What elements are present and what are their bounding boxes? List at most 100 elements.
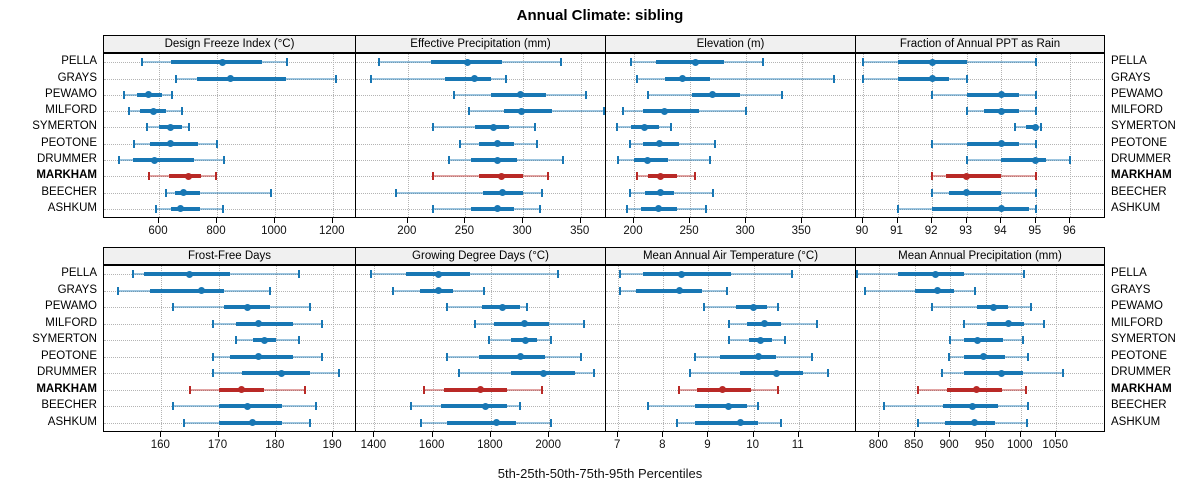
gridline-horizontal [606,373,854,375]
x-tick-label: 1000 [1007,439,1033,451]
whisker-cap [420,418,422,427]
panel-mean-annual-precipitation-mm [855,265,1105,432]
gridline-vertical [862,54,864,217]
x-tick-label: 90 [855,225,869,237]
median-dot [493,419,501,427]
gridline-vertical [708,266,710,431]
x-tick-label: 180 [265,439,285,451]
whisker-cap [777,303,780,312]
median-dot [184,172,192,180]
whisker-cap [617,156,620,164]
whisker-cap [165,188,168,197]
gridline-horizontal [104,373,354,375]
whisker-cap [117,286,120,295]
x-tick-label: 2000 [535,439,561,451]
whisker-cap [1034,139,1037,148]
gridline-horizontal [606,143,854,145]
gridline-horizontal [606,78,854,80]
whisker-cap [940,369,943,378]
whisker-cap [593,369,596,378]
row-label-right-peotone: PEOTONE [1111,349,1168,362]
percentile-25-75-bar [945,420,995,425]
whisker-cap [709,156,712,164]
median-dot [655,205,663,213]
row-label-right-markham: MARKHAM [1111,382,1172,395]
x-tick-label: 96 [1062,225,1076,237]
whisker-cap [309,418,312,427]
percentile-25-75-bar [441,404,507,409]
whisker-cap [211,319,214,328]
row-label-right-beecher: BEECHER [1111,399,1167,412]
median-dot [522,336,530,344]
gridline-vertical [490,266,492,431]
gridline-vertical [274,54,276,217]
gridline-horizontal [606,111,854,113]
whisker-cap [784,336,787,345]
row-label-left-markham: MARKHAM [36,169,97,182]
whisker-cap [452,90,455,99]
whisker-cap [320,352,323,361]
gridline-horizontal [356,307,604,309]
panel-strip: Mean Annual Air Temperature (°C) [605,247,856,265]
x-tick-mark [965,218,967,223]
row-label-right-markham: MARKHAM [1111,169,1172,182]
median-dot [518,107,526,115]
whisker-cap [1040,123,1042,132]
x-tick-mark [662,432,664,437]
whisker-cap [303,385,306,394]
gridline-vertical [753,266,755,431]
panel-strip: Design Freeze Index (°C) [103,35,356,53]
whisker-cap [727,319,730,328]
gridline-horizontal [856,323,1103,325]
whisker-cap [211,369,214,378]
whisker-cap [1023,270,1026,279]
x-tick-label: 9 [704,439,711,451]
whisker-cap [146,123,149,132]
x-tick-label: 160 [150,439,170,451]
whisker-cap [1034,107,1037,116]
median-dot [238,386,245,394]
row-label-left-peotone: PEOTONE [40,349,97,362]
whisker-cap [378,58,380,67]
row-label-left-symerton: SYMERTON [32,333,97,346]
gridline-vertical [1001,54,1003,217]
median-dot [435,270,442,278]
x-tick-label: 800 [868,439,888,451]
percentile-25-75-bar [964,371,1023,376]
whisker-cap [1014,123,1017,132]
gridline-vertical [663,266,665,431]
percentile-25-75-bar [665,76,711,81]
whisker-cap [171,402,174,411]
median-dot [973,336,981,344]
whisker-cap [628,139,631,148]
whisker-cap [864,286,867,295]
whisker-cap [285,58,288,67]
whisker-cap [832,74,835,83]
x-tick-mark [797,432,799,437]
gridline-vertical [985,266,987,431]
whisker-cap [446,303,449,312]
median-dot [1004,320,1012,328]
gridline-vertical [897,54,899,217]
x-tick-mark [522,218,524,223]
percentile-5-95-line [637,77,834,80]
median-dot [997,205,1005,213]
row-label-right-symerton: SYMERTON [1111,333,1176,346]
whisker-cap [585,90,588,99]
whisker-cap [678,385,681,394]
median-dot [145,91,153,99]
gridline-horizontal [856,160,1103,161]
gridline-vertical [1020,266,1022,431]
x-tick-label: 300 [735,225,755,237]
gridline-horizontal [606,62,854,64]
x-tick-mark [406,218,408,223]
whisker-cap [580,352,583,361]
gridline-horizontal [104,356,354,358]
percentile-5-95-line [371,77,506,80]
x-tick-mark [274,432,276,437]
x-tick-mark [752,432,754,437]
whisker-cap [861,58,864,67]
whisker-cap [504,74,507,83]
median-dot [260,336,268,344]
x-tick-mark [216,218,217,223]
